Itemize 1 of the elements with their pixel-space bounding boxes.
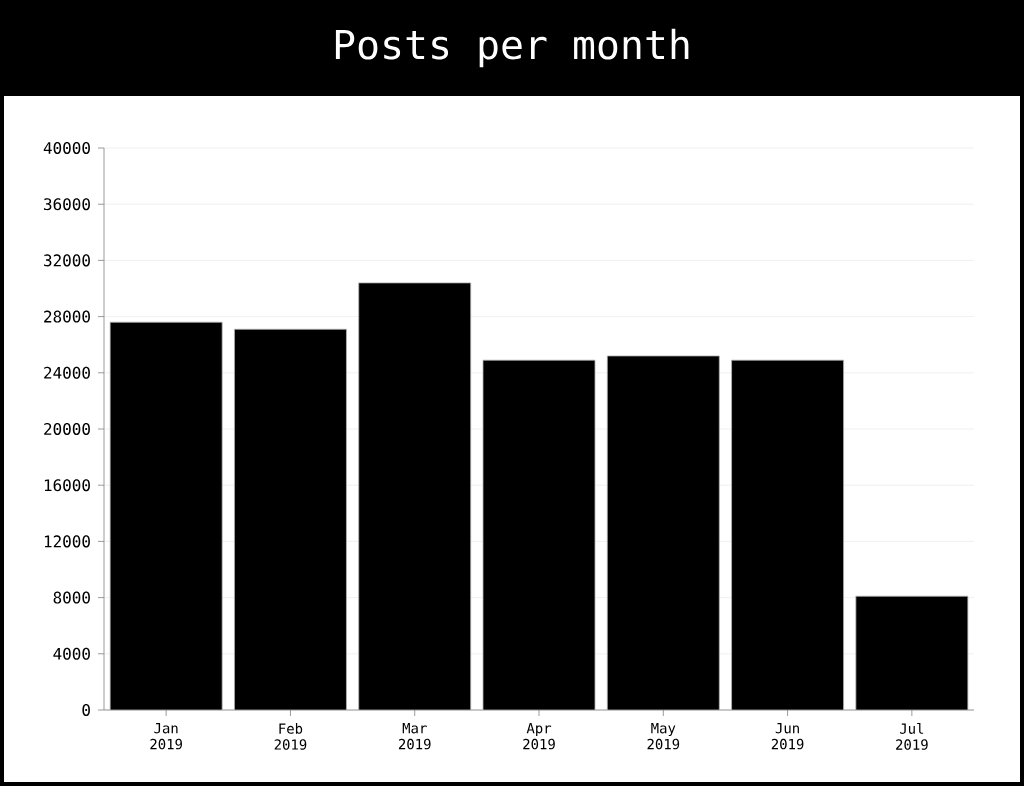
chart-title: Posts per month <box>335 28 689 68</box>
